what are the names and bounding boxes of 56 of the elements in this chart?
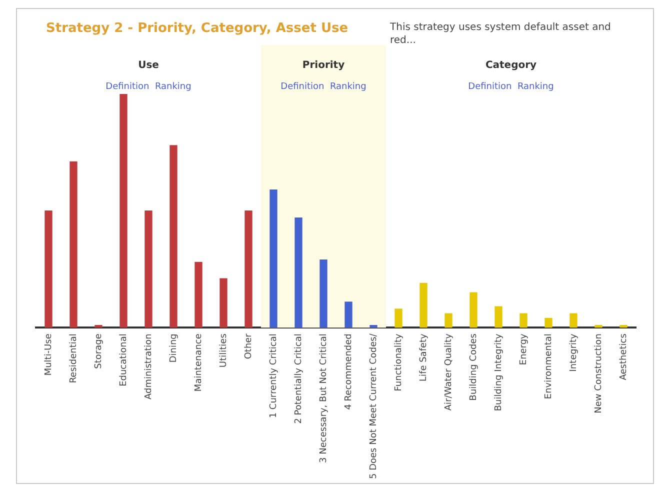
x-tick-label: 5 Does Not Meet Current Codes/ <box>368 332 379 480</box>
bar <box>544 318 552 328</box>
x-tick-label: Functionality <box>394 332 404 392</box>
bar <box>494 306 502 328</box>
x-tick-label: Storage <box>94 333 104 369</box>
text: Definition Ranking <box>106 82 192 92</box>
bar <box>120 94 128 328</box>
bar <box>170 145 178 328</box>
text: Definition Ranking <box>280 82 366 92</box>
bar <box>194 262 202 328</box>
x-tick-label: Maintenance <box>194 333 204 392</box>
bar <box>94 324 102 328</box>
bar <box>144 210 152 328</box>
x-tick-label: Building Codes <box>468 333 479 401</box>
text: Priority <box>302 60 346 71</box>
x-tick-label: Integrity <box>568 332 579 372</box>
bar <box>44 210 52 328</box>
x-tick-label: New Construction <box>594 334 604 414</box>
x-tick-label: Residential <box>68 334 79 384</box>
x-tick-label: Aesthetics <box>618 333 629 380</box>
x-tick-label: Environmental <box>544 334 554 400</box>
bar <box>294 217 302 328</box>
chart-title: Strategy 2 - Priority, Category, Asset Use <box>46 21 348 36</box>
bar <box>444 313 452 328</box>
x-tick-label: Energy <box>518 332 529 366</box>
bar <box>594 324 602 328</box>
bar <box>344 302 352 328</box>
bar <box>270 189 278 328</box>
x-tick-label: 1 Currently Critical <box>268 334 279 418</box>
bar <box>470 292 478 328</box>
x-tick-label: Building Integrity <box>494 332 504 412</box>
x-tick-label: Multi-Use <box>44 333 54 376</box>
text: Use <box>138 60 160 71</box>
bar <box>70 161 78 328</box>
bar <box>320 260 328 328</box>
bar <box>420 282 428 328</box>
x-tick-label: 2 Potentially Critical <box>294 334 304 424</box>
x-tick-label: Life Safety <box>418 332 429 382</box>
text: Definition Ranking <box>468 82 554 92</box>
x-tick-label: Dining <box>168 334 179 363</box>
x-tick-label: 4 Recommended <box>344 334 354 410</box>
chart-subtitle: This strategy uses system default asset and red... <box>389 22 611 46</box>
x-tick-label: Educational <box>118 334 129 386</box>
bar <box>394 308 402 328</box>
bar <box>244 210 252 328</box>
x-tick-label: Utilities <box>218 333 229 368</box>
x-tick-label: 3 Necessary, But Not Critical <box>318 334 329 463</box>
x-tick-label: Other <box>244 333 254 360</box>
bar <box>520 313 528 328</box>
bar <box>370 324 378 328</box>
bar <box>570 313 578 328</box>
bar <box>620 324 628 328</box>
text: Category <box>485 60 538 71</box>
x-tick-label: Air/Water Quality <box>444 332 454 411</box>
x-tick-label: Administration <box>144 334 154 400</box>
bar <box>220 278 228 328</box>
